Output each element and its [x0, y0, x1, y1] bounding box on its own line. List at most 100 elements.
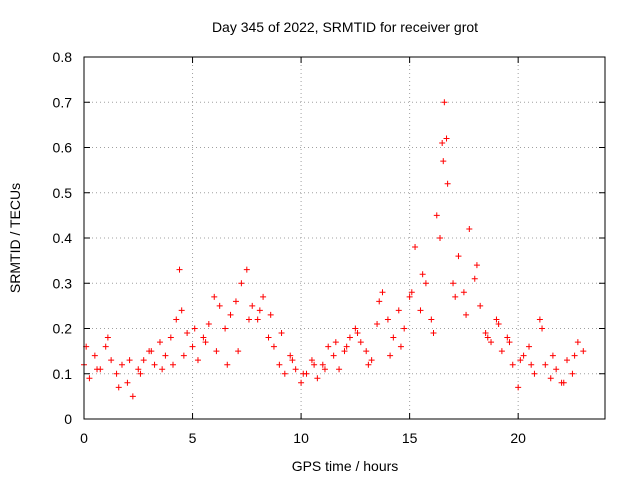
data-point [390, 334, 397, 341]
data-point [452, 293, 459, 300]
data-point [463, 311, 470, 318]
data-point [493, 316, 500, 323]
data-point [140, 357, 147, 364]
data-point [300, 370, 307, 377]
data-point [124, 379, 131, 386]
chart-title: Day 345 of 2022, SRMTID for receiver gro… [212, 19, 478, 35]
data-point [108, 357, 115, 364]
data-point [440, 158, 447, 165]
data-point [126, 357, 133, 364]
data-point [289, 357, 296, 364]
data-point [539, 325, 546, 332]
data-point [170, 361, 177, 368]
data-point [222, 325, 229, 332]
data-point [368, 357, 375, 364]
data-point [325, 343, 332, 350]
data-point [224, 361, 231, 368]
data-point [200, 334, 207, 341]
data-point [113, 370, 120, 377]
y-tick-label: 0 [64, 411, 72, 427]
data-point [536, 316, 543, 323]
data-point [406, 293, 413, 300]
data-point [439, 139, 446, 146]
data-point [167, 334, 174, 341]
data-point [495, 320, 502, 327]
data-point [569, 370, 576, 377]
data-point [419, 271, 426, 278]
data-point [256, 307, 263, 314]
data-point [549, 352, 556, 359]
data-point [484, 334, 491, 341]
data-point [314, 375, 321, 382]
data-point [564, 357, 571, 364]
data-point [129, 393, 136, 400]
data-point [94, 366, 101, 373]
x-tick-label: 20 [510, 430, 526, 446]
data-point [571, 352, 578, 359]
data-point [466, 225, 473, 232]
data-point [321, 366, 328, 373]
data-point [488, 339, 495, 346]
data-point [473, 262, 480, 269]
data-point [189, 343, 196, 350]
data-point [213, 348, 220, 355]
y-axis-label: SRMTID / TECUs [7, 183, 23, 293]
data-point [363, 348, 370, 355]
data-point [384, 316, 391, 323]
x-tick-label: 10 [293, 430, 309, 446]
data-point [86, 375, 93, 382]
data-point [455, 253, 462, 260]
data-point [287, 352, 294, 359]
data-point [376, 298, 383, 305]
data-point [267, 311, 274, 318]
y-tick-label: 0.3 [53, 275, 73, 291]
y-tick-label: 0.5 [53, 185, 73, 201]
data-point [178, 307, 185, 314]
data-point [330, 352, 337, 359]
data-point [341, 348, 348, 355]
data-point [238, 280, 245, 287]
data-point [343, 343, 350, 350]
data-point [148, 348, 155, 355]
data-point [254, 316, 261, 323]
data-point [526, 343, 533, 350]
x-tick-label: 5 [189, 430, 197, 446]
data-point [408, 289, 415, 296]
data-point [243, 266, 250, 273]
x-axis-label: GPS time / hours [292, 458, 399, 474]
data-point [471, 275, 478, 282]
data-point [227, 311, 234, 318]
data-point [428, 316, 435, 323]
data-point [520, 352, 527, 359]
data-point [292, 366, 299, 373]
data-point [560, 379, 567, 386]
data-point [580, 348, 587, 355]
data-point [191, 325, 198, 332]
axis-ticks: 0 0.1 0.2 0.3 0.4 0.5 0.6 0.7 0.8 0 5 10 15 20 [53, 49, 605, 446]
data-point [118, 361, 125, 368]
data-point [444, 180, 451, 187]
data-point [374, 320, 381, 327]
data-point [346, 334, 353, 341]
data-point [270, 343, 277, 350]
data-point [311, 361, 318, 368]
data-point [397, 343, 404, 350]
data-point [482, 330, 489, 337]
data-point [437, 235, 444, 241]
data-point [151, 361, 158, 368]
data-point [417, 307, 424, 314]
data-point [298, 379, 305, 386]
data-point [162, 352, 169, 359]
data-points [81, 99, 587, 400]
data-point [547, 375, 554, 382]
data-point [422, 280, 429, 287]
data-point [542, 361, 549, 368]
data-point [528, 361, 535, 368]
data-point [504, 334, 511, 341]
data-point [441, 99, 448, 106]
data-point [379, 289, 386, 296]
grid-lines [84, 57, 605, 419]
data-point [180, 352, 187, 359]
data-point [137, 370, 144, 377]
